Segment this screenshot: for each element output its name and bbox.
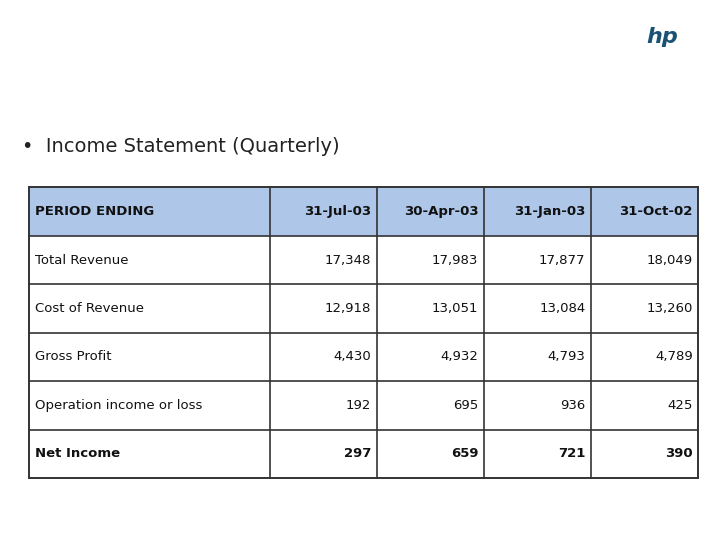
Text: 659: 659 <box>451 447 478 460</box>
Bar <box>29 430 698 478</box>
Text: 31-Jan-03: 31-Jan-03 <box>514 205 585 218</box>
Text: 17,348: 17,348 <box>325 254 372 267</box>
Text: Cost of Revenue: Cost of Revenue <box>35 302 143 315</box>
Text: 17,877: 17,877 <box>539 254 585 267</box>
Text: 12,918: 12,918 <box>325 302 372 315</box>
Bar <box>29 187 698 236</box>
Text: 18,049: 18,049 <box>647 254 693 267</box>
Text: Operation income or loss: Operation income or loss <box>35 399 202 412</box>
Text: 936: 936 <box>560 399 585 412</box>
Text: 4,789: 4,789 <box>655 350 693 363</box>
Bar <box>29 285 698 333</box>
Text: 13,084: 13,084 <box>539 302 585 315</box>
Text: 13,051: 13,051 <box>432 302 478 315</box>
Text: 17,983: 17,983 <box>432 254 478 267</box>
Text: 13,260: 13,260 <box>647 302 693 315</box>
Text: Total Revenue: Total Revenue <box>35 254 128 267</box>
Text: •  Income Statement (Quarterly): • Income Statement (Quarterly) <box>22 137 339 156</box>
Text: PERIOD ENDING: PERIOD ENDING <box>35 205 154 218</box>
Circle shape <box>623 8 702 78</box>
Text: 721: 721 <box>558 447 585 460</box>
Text: i n v e n t: i n v e n t <box>646 71 679 77</box>
Text: 4,793: 4,793 <box>548 350 585 363</box>
Text: Gross Profit: Gross Profit <box>35 350 111 363</box>
Bar <box>29 236 698 285</box>
Text: 425: 425 <box>667 399 693 412</box>
Bar <box>29 381 698 430</box>
Text: 30-Apr-03: 30-Apr-03 <box>404 205 478 218</box>
Text: 31-Jul-03: 31-Jul-03 <box>304 205 372 218</box>
Text: 31-Oct-02: 31-Oct-02 <box>619 205 693 218</box>
Text: 390: 390 <box>665 447 693 460</box>
Text: Financial Statement Analysis: Financial Statement Analysis <box>14 32 514 61</box>
Text: 297: 297 <box>344 447 372 460</box>
Text: 695: 695 <box>453 399 478 412</box>
Text: Net Income: Net Income <box>35 447 120 460</box>
Text: 4,430: 4,430 <box>333 350 372 363</box>
Text: 192: 192 <box>346 399 372 412</box>
Bar <box>29 333 698 381</box>
Text: 4,932: 4,932 <box>441 350 478 363</box>
Text: hp: hp <box>647 27 678 47</box>
